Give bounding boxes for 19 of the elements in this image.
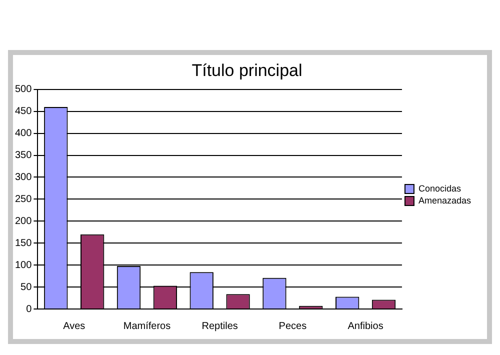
y-tick-label: 200 xyxy=(14,216,32,227)
x-tick-label: Mamíferos xyxy=(123,320,171,332)
y-tick-label: 450 xyxy=(14,106,32,118)
y-tick-label: 50 xyxy=(20,282,32,293)
y-tick-label: 150 xyxy=(14,238,32,249)
chart-title: Título principal xyxy=(192,60,302,80)
y-tick-label: 0 xyxy=(26,304,32,315)
y-tick-label: 100 xyxy=(14,260,32,271)
x-tick-label: Anfibios xyxy=(348,320,384,332)
x-tick-label: Reptiles xyxy=(202,320,238,332)
y-tick-label: 250 xyxy=(14,194,32,205)
y-tick-label: 400 xyxy=(14,128,32,140)
x-tick-label: Peces xyxy=(278,320,307,332)
x-tick-label: Aves xyxy=(63,320,86,332)
legend-label: Amenazadas xyxy=(418,195,472,206)
legend-label: Conocidas xyxy=(418,183,462,194)
y-tick-label: 500 xyxy=(14,84,32,96)
y-tick-label: 350 xyxy=(14,150,32,162)
y-tick-label: 300 xyxy=(14,172,32,183)
